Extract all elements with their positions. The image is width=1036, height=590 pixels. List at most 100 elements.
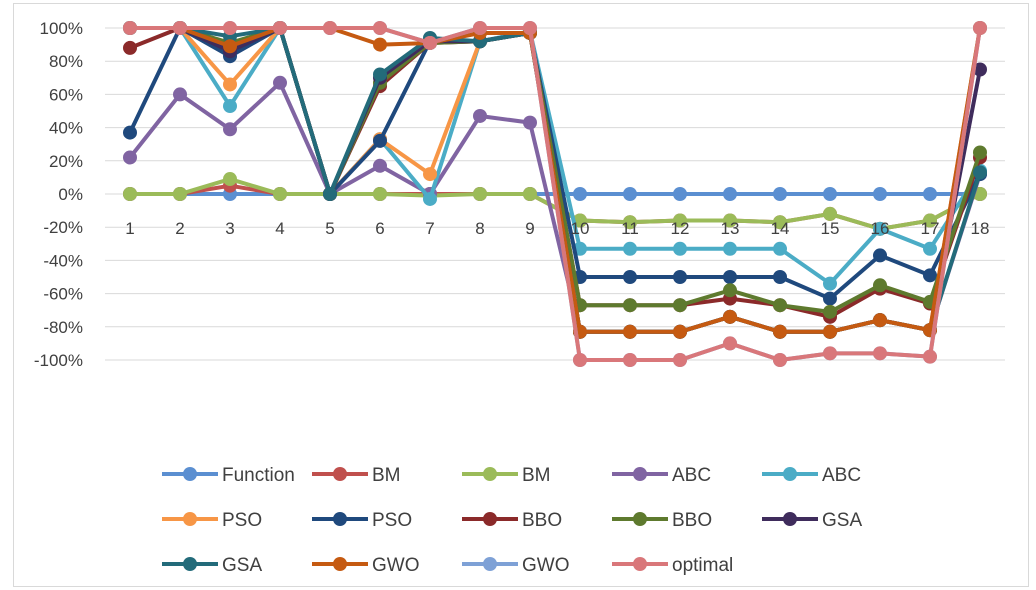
x-tick-label: 6 (375, 219, 384, 238)
x-tick-label: 14 (771, 219, 790, 238)
y-tick-label: -40% (43, 251, 83, 270)
x-tick-label: 1 (125, 219, 134, 238)
series-line (130, 26, 982, 334)
x-tick-label: 11 (621, 219, 639, 238)
data-point (773, 215, 787, 230)
data-point (423, 191, 437, 206)
data-point (773, 270, 787, 284)
x-tick-label: 5 (325, 219, 334, 238)
legend-item: BM (312, 465, 401, 486)
data-point (823, 206, 837, 221)
data-point (773, 324, 787, 339)
x-tick-label: 13 (721, 219, 740, 238)
legend-item: GWO (462, 555, 570, 576)
data-point (623, 324, 637, 339)
y-tick-label: 60% (49, 85, 83, 104)
legend-label: BBO (672, 510, 712, 531)
data-point (973, 21, 987, 35)
y-tick-label: -80% (43, 318, 83, 337)
legend-swatch-marker (333, 512, 347, 526)
legend-label: BM (522, 465, 551, 486)
data-point (673, 324, 687, 339)
data-point (373, 158, 387, 173)
legend-label: PSO (372, 510, 412, 531)
data-point (923, 241, 937, 256)
data-point (473, 21, 487, 35)
series-line (130, 26, 982, 314)
data-point (673, 213, 687, 228)
x-tick-label: 7 (425, 219, 434, 238)
legend-label: Function (222, 465, 295, 486)
legend-item: Function (162, 465, 295, 486)
data-point (123, 187, 137, 201)
data-point (273, 187, 287, 201)
data-point (473, 108, 487, 123)
x-tick-label: 12 (671, 219, 690, 238)
data-point (873, 248, 887, 263)
legend-item: GSA (162, 555, 262, 576)
series-14 (123, 21, 987, 367)
data-point (123, 40, 137, 55)
data-point (823, 304, 837, 319)
legend-label: GWO (372, 555, 420, 576)
data-point (723, 213, 737, 228)
legend-swatch-marker (333, 467, 347, 481)
legend-swatch-marker (483, 512, 497, 526)
data-point (723, 283, 737, 298)
x-tick-label: 17 (921, 219, 940, 238)
data-point (623, 353, 637, 367)
series-line (130, 26, 982, 286)
data-point (823, 187, 837, 201)
legend-item: BM (462, 465, 551, 486)
data-point (123, 125, 137, 140)
legend-label: GWO (522, 555, 570, 576)
data-point (223, 99, 237, 114)
x-tick-label: 10 (571, 219, 590, 238)
legend-swatch-marker (183, 467, 197, 481)
legend-label: PSO (222, 510, 262, 531)
data-point (923, 349, 937, 364)
y-tick-label: 0% (58, 185, 83, 204)
data-point (723, 309, 737, 324)
data-point (223, 122, 237, 137)
data-point (623, 187, 637, 201)
x-tick-label: 9 (525, 219, 534, 238)
legend-swatch-marker (483, 557, 497, 571)
y-tick-label: 40% (49, 119, 83, 138)
data-point (823, 276, 837, 291)
data-point (973, 165, 987, 180)
data-point (723, 270, 737, 284)
data-point (173, 187, 187, 201)
data-point (873, 221, 887, 236)
data-point (823, 346, 837, 361)
x-tick-label: 3 (225, 219, 234, 238)
data-point (523, 187, 537, 201)
legend-item: ABC (762, 465, 861, 486)
data-point (423, 167, 437, 182)
data-point (623, 241, 637, 256)
y-tick-label: 20% (49, 152, 83, 171)
legend-swatch-marker (333, 557, 347, 571)
legend-item: BBO (462, 510, 562, 531)
legend-swatch-marker (183, 512, 197, 526)
data-point (823, 324, 837, 339)
data-point (723, 187, 737, 201)
data-point (423, 35, 437, 50)
y-tick-label: -100% (34, 351, 83, 370)
data-point (773, 187, 787, 201)
data-point (123, 150, 137, 165)
data-point (773, 353, 787, 367)
legend-item: GSA (762, 510, 862, 531)
data-point (773, 298, 787, 313)
data-point (873, 278, 887, 293)
legend-label: ABC (822, 465, 861, 486)
legend-swatch-marker (783, 467, 797, 481)
legend-label: ABC (672, 465, 711, 486)
data-point (273, 21, 287, 35)
legend-item: ABC (612, 465, 711, 486)
data-point (223, 77, 237, 92)
legend-label: GSA (222, 555, 262, 576)
data-point (973, 62, 987, 77)
series-group (123, 21, 987, 367)
data-point (673, 353, 687, 367)
